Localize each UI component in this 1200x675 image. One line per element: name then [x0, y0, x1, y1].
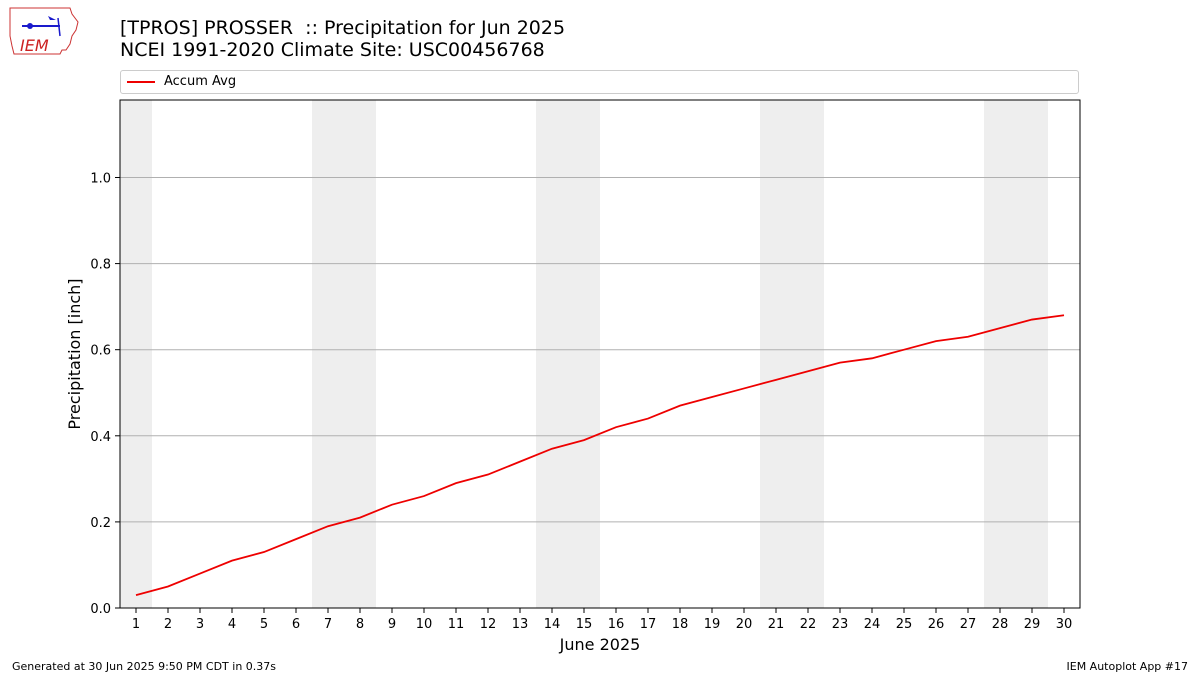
x-tick-label: 17	[640, 617, 657, 632]
y-tick-label: 0.4	[90, 430, 111, 445]
plot-frame	[119, 99, 1081, 609]
x-tick-label: 23	[832, 617, 849, 632]
legend-label-accum-avg: Accum Avg	[164, 74, 237, 89]
chart-subtitle: NCEI 1991-2020 Climate Site: USC00456768	[120, 39, 545, 61]
iem-logo: IEM	[8, 6, 80, 58]
x-tick-label: 12	[480, 617, 497, 632]
weekend-bands	[120, 100, 1048, 608]
x-tick-label: 27	[960, 617, 977, 632]
grid-lines	[120, 176, 1080, 523]
y-tick-label: 1.0	[90, 171, 111, 186]
x-tick-label: 25	[896, 617, 913, 632]
generated-timestamp: Generated at 30 Jun 2025 9:50 PM CDT in …	[12, 660, 277, 673]
logo-text: IEM	[20, 36, 49, 55]
x-tick-label: 13	[512, 617, 529, 632]
legend-swatch	[127, 81, 155, 83]
x-tick-label: 18	[672, 617, 689, 632]
x-tick-label: 21	[768, 617, 785, 632]
x-axis: 1 2 3 4 5 6 7 8 9 10 11 12 13 14 15 16 17 18 19 20 21 22 23 24 2…	[132, 608, 1072, 632]
x-tick-label: 24	[864, 617, 881, 632]
weekend-band	[984, 100, 1016, 608]
x-tick-label: 9	[388, 617, 396, 632]
x-tick-label: 22	[800, 617, 817, 632]
app-credit: IEM Autoplot App #17	[1066, 660, 1189, 673]
series-line-accum-avg	[135, 314, 1065, 596]
y-tick-label: 0.6	[90, 344, 111, 359]
y-tick-label: 0.0	[90, 602, 111, 617]
x-tick-label: 29	[1024, 617, 1041, 632]
x-tick-label: 5	[260, 617, 268, 632]
x-tick-label: 19	[704, 617, 721, 632]
legend: Accum Avg	[120, 70, 1079, 94]
x-tick-label: 6	[292, 617, 300, 632]
x-tick-label: 11	[448, 617, 465, 632]
x-tick-label: 1	[132, 617, 140, 632]
weekend-band	[792, 100, 824, 608]
x-tick-label: 2	[164, 617, 172, 632]
x-tick-label: 10	[416, 617, 433, 632]
x-tick-label: 26	[928, 617, 945, 632]
y-tick-label: 0.2	[90, 516, 111, 531]
x-tick-label: 7	[324, 617, 332, 632]
y-axis-label: Precipitation [inch]	[65, 278, 84, 429]
weekend-band	[312, 100, 344, 608]
weekend-band	[344, 100, 376, 608]
y-axis: 0.0 0.2 0.4 0.6 0.8 1.0	[90, 171, 120, 617]
x-tick-label: 3	[196, 617, 204, 632]
y-tick-label: 0.8	[90, 258, 111, 273]
x-tick-label: 8	[356, 617, 364, 632]
weekend-band	[1016, 100, 1048, 608]
x-tick-label: 30	[1056, 617, 1073, 632]
x-tick-label: 14	[544, 617, 561, 632]
x-tick-label: 15	[576, 617, 593, 632]
x-tick-label: 16	[608, 617, 625, 632]
x-tick-label: 20	[736, 617, 753, 632]
iowa-map-icon: IEM	[9, 7, 79, 55]
weekend-band	[760, 100, 792, 608]
x-axis-label: June 2025	[559, 635, 641, 654]
weekend-band	[536, 100, 568, 608]
x-tick-label: 28	[992, 617, 1009, 632]
weekend-band	[568, 100, 600, 608]
x-tick-label: 4	[228, 617, 236, 632]
chart-title: [TPROS] PROSSER :: Precipitation for Jun…	[120, 17, 566, 39]
weekend-band	[120, 100, 152, 608]
